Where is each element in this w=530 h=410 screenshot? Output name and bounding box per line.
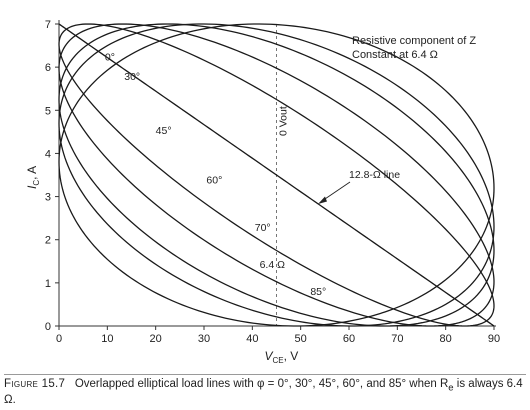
y-tick-label: 1 xyxy=(45,278,51,290)
x-tick-label: 0 xyxy=(56,333,62,345)
load-curve-70deg xyxy=(58,23,495,327)
curve-label-70deg: 70° xyxy=(255,222,271,234)
caption-sub: e xyxy=(448,382,454,394)
y-axis-title: IC, A xyxy=(25,166,41,189)
curve-label-85deg: 85° xyxy=(310,286,326,298)
y-tick-label: 6 xyxy=(45,62,51,74)
resistance-note-line: Resistive component of Z xyxy=(352,35,476,47)
y-tick-label: 3 xyxy=(45,192,51,204)
load-line-arrow xyxy=(321,181,351,202)
y-tick-label: 2 xyxy=(45,235,51,247)
x-tick-label: 10 xyxy=(101,333,113,345)
y-tick-label: 7 xyxy=(45,19,51,31)
resistance-note-line: Constant at 6.4 Ω xyxy=(352,49,438,61)
x-tick-label: 30 xyxy=(198,333,210,345)
load-curve-30deg xyxy=(58,23,495,327)
annotations: 0 Vout 0° 30° 45° 60° 70° 85° 6.4 Ω 12.8-Ω line R… xyxy=(105,35,476,298)
caption-text: Overlapped elliptical load lines with φ … xyxy=(74,378,449,390)
curve-label-60deg: 60° xyxy=(206,175,222,187)
x-tick-label: 80 xyxy=(440,333,452,345)
axes: 0 10 20 30 40 50 60 70 80 90 0 1 2 3 4 5 6 7 VCE, V IC, A xyxy=(25,19,500,365)
caption-label: Figure 15.7 xyxy=(4,378,66,390)
load-curve-45deg xyxy=(58,23,495,327)
load-curve-60deg xyxy=(58,23,495,327)
zero-vout-label: 0 Vout xyxy=(278,106,290,136)
x-tick-label: 60 xyxy=(343,333,355,345)
figure-caption: Figure 15.7 Overlapped elliptical load l… xyxy=(4,374,526,407)
load-curve-0deg xyxy=(58,23,495,327)
x-tick-label: 50 xyxy=(295,333,307,345)
curve-label-30deg: 30° xyxy=(124,71,140,83)
y-tick-label: 4 xyxy=(45,148,51,160)
y-tick-label: 0 xyxy=(45,321,51,333)
x-tick-label: 70 xyxy=(391,333,403,345)
curve-label-0deg: 0° xyxy=(105,52,115,64)
resistance-label: 6.4 Ω xyxy=(260,259,286,271)
x-tick-label: 40 xyxy=(246,333,258,345)
load-line-label: 12.8-Ω line xyxy=(349,169,400,181)
x-axis-title: VCE, V xyxy=(265,349,299,365)
x-tick-label: 90 xyxy=(488,333,500,345)
y-tick-label: 5 xyxy=(45,105,51,117)
load-curves xyxy=(58,23,495,327)
curve-label-45deg: 45° xyxy=(156,125,172,137)
load-line-arrowhead xyxy=(318,196,327,204)
x-tick-label: 20 xyxy=(150,333,162,345)
caption-tail: is always 6.4 Ω. xyxy=(4,378,523,407)
load-curve-85deg xyxy=(58,23,495,327)
